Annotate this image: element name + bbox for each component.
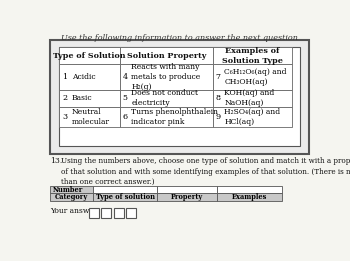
Bar	[59, 64, 120, 90]
Bar	[120, 64, 213, 90]
Bar	[120, 107, 213, 127]
Text: Turns phenolphthalein
indicator pink: Turns phenolphthalein indicator pink	[131, 108, 218, 126]
Bar	[93, 186, 157, 193]
Bar	[213, 64, 292, 90]
Text: Number: Number	[52, 186, 83, 194]
Text: Solution Property: Solution Property	[126, 52, 206, 60]
Bar	[120, 48, 213, 64]
Text: Acidic: Acidic	[72, 73, 95, 81]
Text: C₆H₁₂O₆(aq) and
CH₃OH(aq): C₆H₁₂O₆(aq) and CH₃OH(aq)	[224, 68, 287, 86]
Bar	[89, 208, 99, 218]
Bar	[50, 193, 93, 201]
Bar	[50, 186, 93, 193]
Bar	[157, 186, 217, 193]
Text: 6: 6	[123, 113, 128, 121]
Text: Category: Category	[55, 193, 88, 201]
Text: 7: 7	[216, 73, 221, 81]
Text: Use the following information to answer the next question: Use the following information to answer …	[61, 34, 298, 42]
Text: 1: 1	[62, 73, 68, 81]
Bar	[213, 90, 292, 107]
Bar	[120, 90, 213, 107]
Text: KOH(aq) and
NaOH(aq): KOH(aq) and NaOH(aq)	[224, 89, 275, 107]
Text: 4: 4	[123, 73, 128, 81]
Bar	[59, 48, 120, 64]
Text: 9: 9	[216, 113, 221, 121]
Text: Type of Solution: Type of Solution	[53, 52, 126, 60]
Bar	[126, 208, 136, 218]
Text: Using the numbers above, choose one type of solution and match it with a propert: Using the numbers above, choose one type…	[61, 157, 350, 186]
Text: Basic: Basic	[72, 94, 92, 102]
Text: Examples: Examples	[232, 193, 268, 201]
Bar	[213, 48, 292, 64]
Text: 3: 3	[62, 113, 68, 121]
Text: 5: 5	[123, 94, 128, 102]
Bar	[50, 40, 309, 154]
Text: Neutral
molecular: Neutral molecular	[72, 108, 110, 126]
Bar	[59, 90, 120, 107]
Text: 13.: 13.	[50, 157, 62, 165]
Bar	[217, 193, 282, 201]
Bar	[213, 107, 292, 127]
Text: Examples of
Solution Type: Examples of Solution Type	[222, 47, 283, 65]
Bar	[59, 107, 120, 127]
Text: Property: Property	[171, 193, 203, 201]
Text: Type of solution: Type of solution	[96, 193, 155, 201]
Text: 8: 8	[216, 94, 221, 102]
Text: Your answer:: Your answer:	[50, 207, 100, 215]
Text: Does not conduct
electricity: Does not conduct electricity	[131, 89, 198, 107]
Text: H₂SO₄(aq) and
HCl(aq): H₂SO₄(aq) and HCl(aq)	[224, 108, 280, 126]
Bar	[113, 208, 124, 218]
Text: Reacts with many
metals to produce
H₂(g): Reacts with many metals to produce H₂(g)	[131, 63, 201, 91]
Bar	[59, 48, 300, 146]
Bar	[101, 208, 111, 218]
Text: 2: 2	[62, 94, 68, 102]
Bar	[217, 186, 282, 193]
Bar	[93, 193, 157, 201]
Bar	[157, 193, 217, 201]
